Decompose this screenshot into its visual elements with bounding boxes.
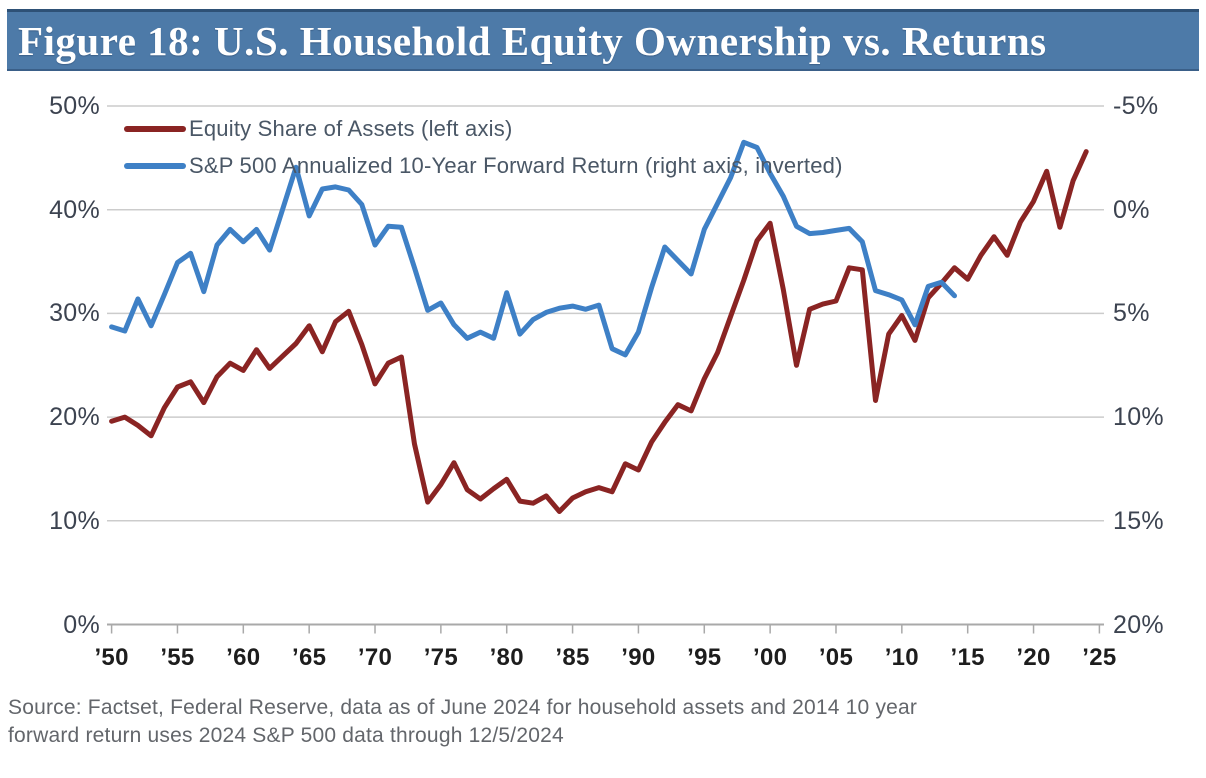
forward-return-line-swatch	[124, 162, 186, 169]
left-axis-tick-label: 50%	[49, 92, 100, 120]
sp500-forward-return-line	[109, 139, 957, 358]
right-axis-tick-label: 15%	[1113, 506, 1164, 535]
x-axis-tick-label: ’10	[884, 644, 919, 671]
left-axis-tick-label: 0%	[63, 610, 100, 639]
x-axis-tick-label: ’70	[357, 644, 393, 671]
x-axis-tick-label: ’25	[1082, 644, 1117, 671]
legend-label-forward-return: S&P 500 Annualized 10-Year Forward Retur…	[189, 152, 843, 178]
x-axis-tick-label: ’15	[950, 644, 985, 671]
right-axis-tick-label: 20%	[1113, 610, 1164, 639]
x-axis-tick-label: ’00	[752, 644, 788, 671]
x-axis-tick-label: ’90	[621, 644, 656, 671]
left-axis-tick-label: 10%	[49, 506, 100, 535]
legend-item-forward-return: S&P 500 Annualized 10-Year Forward Retur…	[124, 147, 843, 184]
x-axis-tick-label: ’50	[94, 644, 129, 671]
legend-label-equity-share: Equity Share of Assets (left axis)	[189, 115, 513, 141]
right-axis-tick-label: 10%	[1113, 403, 1164, 432]
x-axis-tick-label: ’95	[687, 644, 722, 671]
left-axis-tick-label: 30%	[49, 299, 100, 328]
gridlines	[107, 105, 1104, 626]
figure-title: Figure 18: U.S. Household Equity Ownersh…	[18, 17, 1047, 64]
right-axis-tick-label: 5%	[1113, 299, 1150, 328]
x-axis-tick-label: ’75	[423, 644, 458, 671]
legend: Equity Share of Assets (left axis) S&P 5…	[124, 110, 843, 184]
x-axis-tick-label: ’05	[818, 644, 854, 671]
x-axis-tick-label: ’80	[489, 644, 524, 671]
source-note-line2: forward return uses 2024 S&P 500 data th…	[8, 724, 564, 747]
source-note-line1: Source: Factset, Federal Reserve, data a…	[8, 696, 918, 719]
right-axis-tick-label: 0%	[1113, 195, 1150, 224]
x-axis-tick-label: ’55	[160, 644, 195, 671]
x-axis-tick-label: ’85	[555, 644, 590, 671]
x-axis-tick-label: ’60	[226, 644, 261, 671]
legend-item-equity-share: Equity Share of Assets (left axis)	[124, 110, 843, 147]
left-axis-tick-label: 20%	[49, 403, 100, 432]
equity-share-line-swatch	[124, 125, 186, 132]
equity-share-line	[109, 149, 1089, 514]
x-axis-tick-label: ’20	[1016, 644, 1051, 671]
x-axis-tick-label: ’65	[292, 644, 327, 671]
left-axis-tick-label: 40%	[49, 195, 100, 224]
right-axis-tick-label: -5%	[1113, 92, 1159, 120]
figure-title-banner: Figure 18: U.S. Household Equity Ownersh…	[7, 9, 1199, 71]
x-axis-tick-marks	[110, 624, 1101, 634]
